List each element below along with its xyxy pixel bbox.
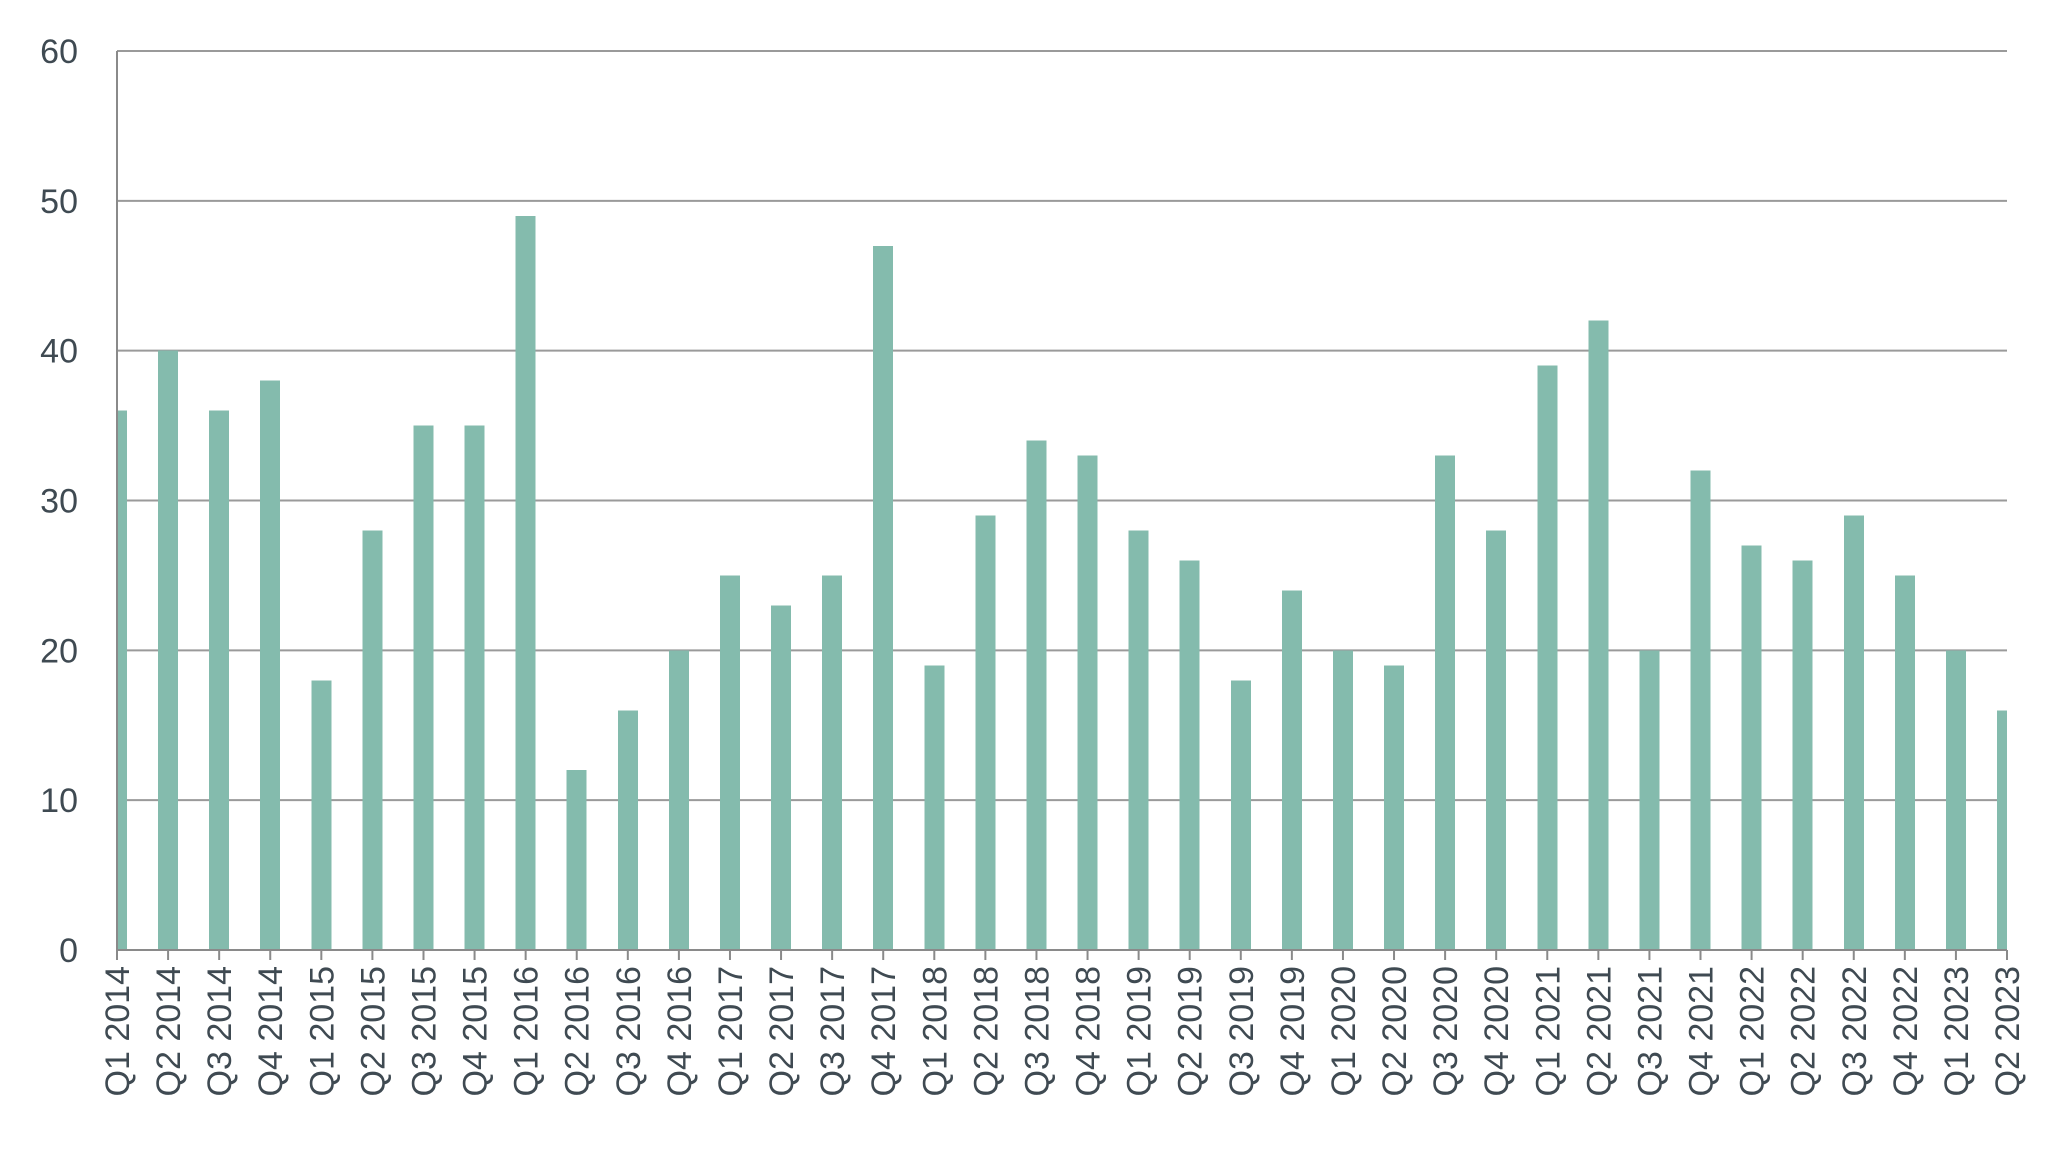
x-tick-label: Q4 2020 (1478, 966, 1516, 1096)
bar (260, 380, 281, 951)
bar (1997, 710, 2007, 950)
y-tick-label: 0 (59, 932, 78, 970)
x-tick-label: Q1 2016 (508, 966, 546, 1096)
bars (117, 215, 2007, 951)
x-tick-label: Q4 2021 (1683, 966, 1721, 1096)
x-tick-label: Q1 2019 (1121, 966, 1159, 1096)
x-tick-label: Q3 2021 (1631, 966, 1669, 1096)
bar (413, 425, 434, 950)
x-tick-label: Q4 2016 (661, 966, 699, 1096)
y-axis-tick-labels: 0 10 20 30 40 50 60 (40, 33, 78, 970)
bar (1486, 530, 1507, 950)
x-tick-label: Q4 2019 (1274, 966, 1312, 1096)
x-tick-label: Q2 2021 (1580, 966, 1618, 1096)
y-tick-label: 30 (40, 483, 78, 521)
bar (1128, 530, 1149, 950)
bar (1843, 515, 1864, 950)
bar (1384, 665, 1405, 950)
x-tick-label: Q4 2015 (457, 966, 495, 1096)
bar (975, 515, 996, 950)
bar (1230, 680, 1251, 950)
x-tick-label: Q3 2015 (405, 966, 443, 1096)
bar (464, 425, 485, 950)
x-tick-label: Q1 2020 (1325, 966, 1363, 1096)
bar (1690, 470, 1711, 950)
x-tick-label: Q3 2017 (814, 966, 852, 1096)
bar (1332, 650, 1353, 950)
x-tick-label: Q1 2023 (1938, 966, 1976, 1096)
bar (1281, 590, 1302, 950)
bar (158, 350, 179, 951)
x-tick-label: Q2 2017 (763, 966, 801, 1096)
x-tick-label: Q4 2022 (1887, 966, 1925, 1096)
bar (515, 215, 536, 951)
bar (924, 665, 945, 950)
x-tick-label: Q3 2018 (1018, 966, 1056, 1096)
bar (719, 575, 740, 950)
y-tick-label: 50 (40, 183, 78, 221)
bar (1639, 650, 1660, 950)
x-tick-label: Q2 2019 (1172, 966, 1210, 1096)
bar (771, 605, 792, 950)
bar (1537, 365, 1558, 950)
y-tick-label: 10 (40, 782, 78, 820)
x-tick-label: Q3 2020 (1427, 966, 1465, 1096)
y-tick-label: 40 (40, 333, 78, 371)
bar (873, 245, 894, 951)
x-tick-label: Q4 2014 (252, 966, 290, 1096)
x-tick-label: Q2 2015 (354, 966, 392, 1096)
y-tick-label: 20 (40, 632, 78, 670)
bar (1077, 455, 1098, 950)
x-tick-label: Q1 2021 (1529, 966, 1567, 1096)
x-tick-label: Q1 2018 (916, 966, 954, 1096)
x-tick-label: Q3 2016 (610, 966, 648, 1096)
gridlines (117, 50, 2007, 802)
x-tick-label: Q2 2014 (150, 966, 188, 1096)
x-tick-label: Q4 2018 (1070, 966, 1108, 1096)
x-tick-label: Q2 2018 (967, 966, 1005, 1096)
bar (668, 650, 689, 950)
bar (1741, 545, 1762, 950)
bar (1179, 560, 1200, 950)
bar (117, 410, 127, 951)
x-tick-label: Q2 2022 (1785, 966, 1823, 1096)
bar (617, 710, 638, 950)
bar (209, 410, 230, 951)
x-tick-label: Q1 2014 (99, 966, 137, 1096)
x-tick-label: Q3 2019 (1223, 966, 1261, 1096)
bar (1894, 575, 1915, 950)
bar (1435, 455, 1456, 950)
x-tick-label: Q1 2017 (712, 966, 750, 1096)
bar (1588, 320, 1609, 950)
x-tick-label: Q1 2015 (303, 966, 341, 1096)
bar (1026, 440, 1047, 950)
bar (1792, 560, 1813, 950)
x-tick-label: Q2 2016 (559, 966, 597, 1096)
x-tick-label: Q2 2023 (1989, 966, 2027, 1096)
x-tick-label: Q4 2017 (865, 966, 903, 1096)
x-axis-tick-labels: Q1 2014 Q2 2014 Q3 2014 Q4 2014 Q1 2015 Q2 20… (99, 950, 2027, 1096)
x-tick-label: Q3 2014 (201, 966, 239, 1096)
x-tick-label: Q1 2022 (1734, 966, 1772, 1096)
y-tick-label: 60 (40, 33, 78, 71)
bar (311, 680, 332, 950)
x-tick-label: Q2 2020 (1376, 966, 1414, 1096)
bar (566, 770, 587, 950)
bar (822, 575, 843, 950)
bar (362, 530, 383, 950)
x-tick-label: Q3 2022 (1836, 966, 1874, 1096)
bar (1945, 650, 1966, 950)
